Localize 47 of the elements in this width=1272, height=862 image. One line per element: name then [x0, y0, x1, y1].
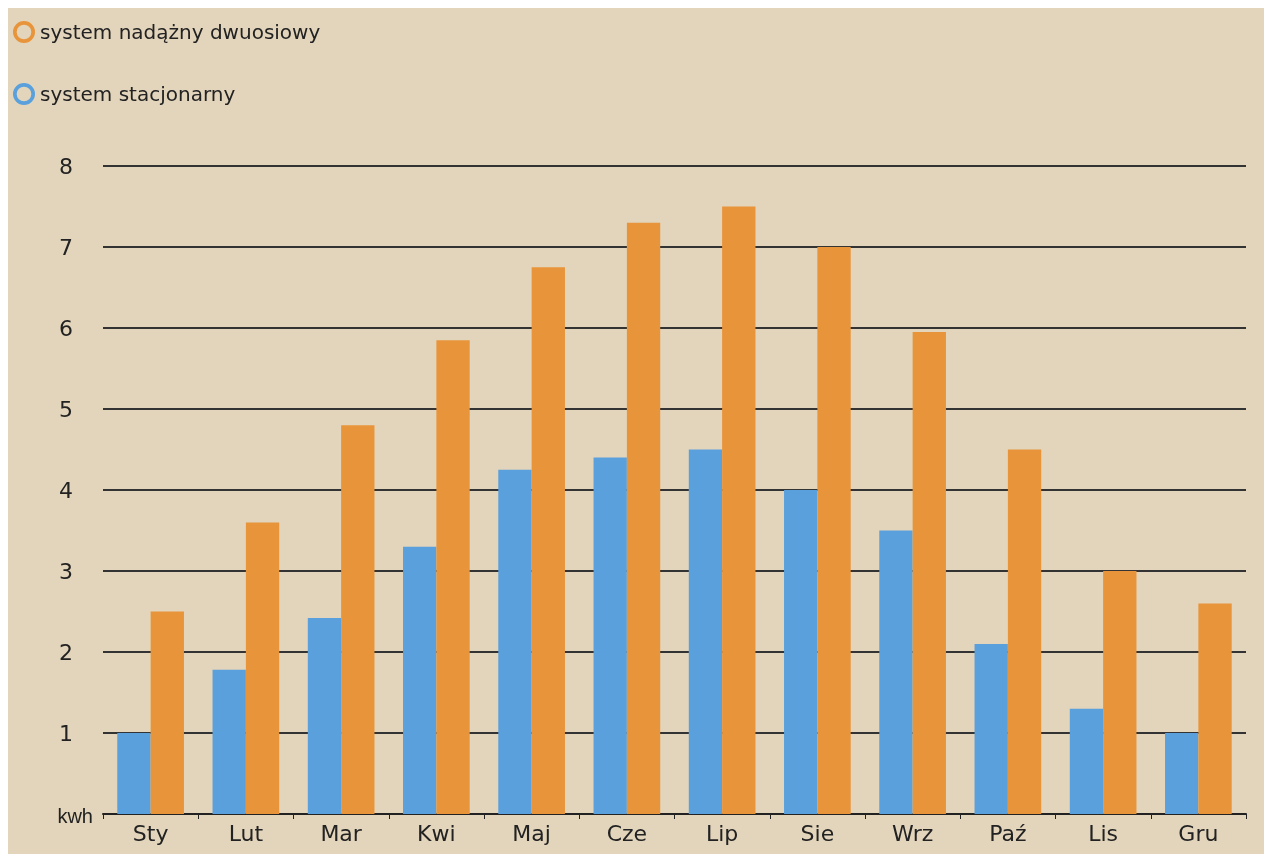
bar [1007, 449, 1042, 814]
x-tick-label: Kwi [417, 820, 456, 846]
bar [912, 332, 946, 814]
x-tick-label: Sty [132, 820, 169, 846]
x-tick-label: Lip [705, 820, 739, 846]
x-tick-label: Sie [800, 820, 835, 846]
bar [1069, 708, 1104, 814]
bar [784, 490, 818, 814]
x-tick-label: Mar [320, 820, 363, 846]
bar [879, 530, 913, 814]
x-tick-label: Lis [1088, 820, 1119, 846]
x-tick-label: Gru [1178, 820, 1219, 846]
bar [817, 247, 851, 814]
y-tick-label: 8 [59, 153, 73, 179]
bar [117, 733, 151, 814]
x-tick-label: Paź [989, 820, 1027, 846]
y-axis-title: kwh [57, 805, 93, 827]
y-tick-label: 2 [59, 639, 73, 665]
bar [307, 617, 342, 814]
bar [722, 206, 756, 814]
bar [212, 669, 246, 814]
bar [974, 643, 1008, 814]
x-tick-label: Maj [512, 820, 551, 846]
bar [1103, 571, 1137, 814]
bar [688, 449, 723, 814]
x-tick-label: Cze [606, 820, 648, 846]
bar [1198, 603, 1232, 814]
bar [403, 546, 437, 814]
y-tick-label: 1 [59, 720, 73, 746]
bar [341, 425, 375, 814]
y-tick-label: 3 [59, 558, 73, 584]
bar [593, 457, 627, 814]
y-tick-label: 5 [59, 396, 73, 422]
bar [626, 222, 661, 814]
y-tick-label: 7 [59, 234, 73, 260]
y-tick-label: 4 [59, 477, 73, 503]
bar [498, 469, 532, 814]
bar [1165, 733, 1199, 814]
x-tick-label: Wrz [891, 820, 934, 846]
legend-label: system nadążny dwuosiowy [40, 20, 321, 44]
bar [150, 611, 184, 814]
y-tick-label: 6 [59, 315, 73, 341]
x-tick-label: Lut [228, 820, 264, 846]
bar [436, 340, 470, 814]
bar [245, 522, 280, 814]
bar [531, 267, 565, 814]
legend-label: system stacjonarny [40, 82, 236, 106]
